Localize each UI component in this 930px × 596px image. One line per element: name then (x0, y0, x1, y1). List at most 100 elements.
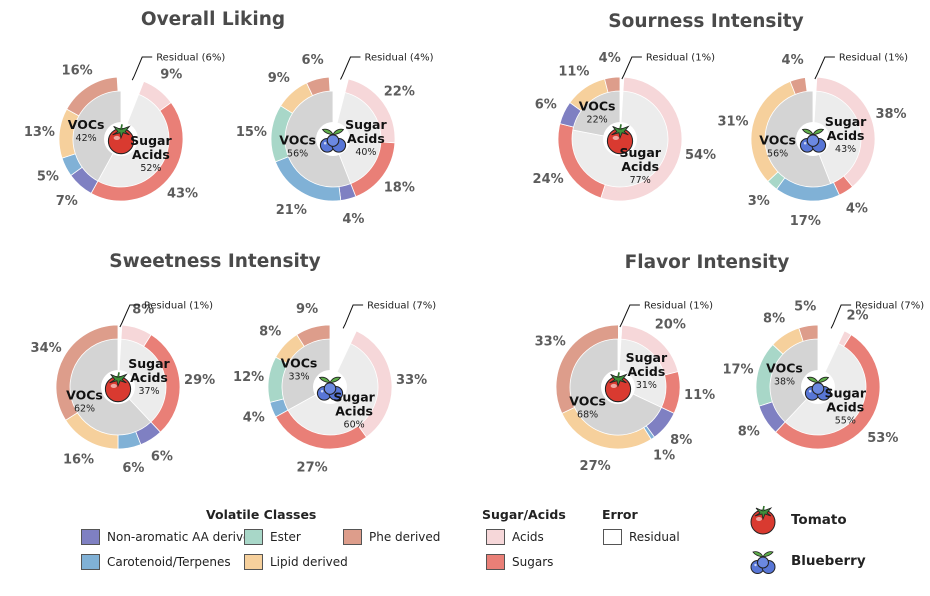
inner-label-sugar: Sugar (825, 386, 867, 401)
percent-label-sugars: 18% (384, 181, 415, 196)
residual-label: Residual (6%) (156, 53, 225, 64)
percent-label-acids: 22% (384, 84, 415, 99)
inner-pct-vocs: 62% (74, 403, 95, 414)
percent-label-ester: 3% (748, 194, 770, 209)
percent-label-lipid: 16% (63, 452, 94, 467)
residual-callout-line (131, 56, 153, 81)
inner-label-acids: Acids (827, 128, 865, 143)
inner-pct-vocs: 33% (288, 372, 309, 383)
title-sourness-intensity: Sourness Intensity (608, 11, 804, 32)
percent-label-nonaromatic: 4% (342, 212, 364, 227)
blueberry-icon (799, 128, 827, 153)
tomato-icon (107, 124, 135, 155)
inner-label-acids: Acids (621, 159, 659, 174)
inner-pct-sugar-acids: 37% (138, 386, 159, 397)
percent-label-phe: 34% (31, 341, 62, 356)
inner-label-sugar: Sugar (626, 350, 668, 365)
residual-gap (330, 324, 357, 387)
percent-label-phe: 9% (296, 302, 318, 317)
percent-label-carotenoid: 1% (653, 448, 675, 463)
residual-label: Residual (1%) (644, 301, 713, 312)
percent-label-sugars: 43% (167, 187, 198, 202)
title-sweetness-intensity: Sweetness Intensity (109, 251, 321, 272)
inner-label-sugar: Sugar (333, 390, 375, 405)
inner-pct-sugar-acids: 55% (835, 416, 856, 427)
inner-label-acids: Acids (628, 364, 666, 379)
inner-slice-vocs (769, 338, 819, 423)
percent-label-carotenoid: 5% (37, 170, 59, 185)
percent-label-carotenoid: 17% (790, 214, 821, 229)
percent-label-phe: 5% (794, 300, 816, 315)
inner-pct-vocs: 42% (76, 133, 97, 144)
percent-label-acids: 38% (875, 107, 906, 122)
inner-label-acids: Acids (130, 370, 168, 385)
percent-label-lipid: 13% (24, 125, 55, 140)
blueberry-icon (316, 376, 344, 401)
percent-label-lipid: 27% (580, 459, 611, 474)
percent-label-phe: 4% (599, 51, 621, 66)
percent-label-lipid: 9% (268, 71, 290, 86)
percent-label-nonaromatic: 7% (56, 194, 78, 209)
percent-label-acids: 33% (396, 373, 427, 388)
inner-slice-vocs (72, 90, 122, 182)
percent-label-acids: 2% (846, 309, 868, 324)
residual-label: Residual (7%) (367, 301, 436, 312)
residual-label: Residual (1%) (839, 53, 908, 64)
title-overall-liking: Overall Liking (140, 9, 286, 30)
percent-label-acids: 8% (132, 303, 154, 318)
percent-label-carotenoid: 6% (122, 461, 144, 476)
percent-label-nonaromatic: 6% (151, 450, 173, 465)
blueberry-icon (804, 376, 832, 401)
percent-label-carotenoid: 21% (276, 203, 307, 218)
percent-label-lipid: 8% (259, 324, 281, 339)
inner-slice-sugar-acids (812, 90, 862, 185)
title-flavor-intensity: Flavor Intensity (624, 252, 790, 273)
inner-label-vocs: VOCs (281, 356, 318, 371)
inner-pct-sugar-acids: 43% (835, 144, 856, 155)
tomato-icon (606, 124, 634, 155)
percent-label-carotenoid: 4% (243, 411, 265, 426)
inner-label-acids: Acids (335, 404, 373, 419)
percent-label-sugars: 24% (533, 172, 564, 187)
residual-label: Residual (7%) (855, 301, 924, 312)
inner-label-acids: Acids (826, 400, 864, 415)
percent-label-ester: 15% (236, 125, 267, 140)
tomato-icon (104, 372, 132, 403)
percent-label-phe: 4% (782, 53, 804, 68)
percent-label-sugars: 11% (684, 388, 715, 403)
residual-label: Residual (1%) (646, 53, 715, 64)
percent-label-sugars: 27% (297, 461, 328, 476)
residual-gap (818, 324, 845, 387)
inner-pct-sugar-acids: 31% (636, 380, 657, 391)
inner-label-vocs: VOCs (279, 133, 316, 148)
percent-label-phe: 16% (62, 63, 93, 78)
inner-label-vocs: VOCs (759, 133, 796, 148)
percent-label-lipid: 8% (763, 311, 785, 326)
inner-label-sugar: Sugar (345, 117, 387, 132)
inner-slice-sugar-acids (117, 338, 167, 423)
percent-label-lipid: 31% (717, 115, 748, 130)
inner-label-sugar: Sugar (130, 133, 172, 148)
inner-pct-vocs: 56% (767, 149, 788, 160)
percent-label-acids: 54% (685, 148, 716, 163)
inner-label-vocs: VOCs (766, 361, 803, 376)
inner-label-sugar: Sugar (128, 356, 170, 371)
tomato-icon (604, 372, 632, 403)
inner-pct-sugar-acids: 60% (344, 420, 365, 431)
percent-label-acids: 20% (655, 317, 686, 332)
percent-label-nonaromatic: 6% (535, 98, 557, 113)
residual-label: Residual (4%) (365, 53, 434, 64)
percent-label-phe: 33% (535, 334, 566, 349)
inner-label-vocs: VOCs (66, 387, 103, 402)
percent-label-nonaromatic: 8% (738, 424, 760, 439)
percent-label-lipid: 11% (558, 65, 589, 80)
inner-label-sugar: Sugar (619, 145, 661, 160)
percent-label-sugars: 53% (867, 431, 898, 446)
inner-label-vocs: VOCs (579, 98, 616, 113)
inner-label-acids: Acids (132, 147, 170, 162)
inner-label-vocs: VOCs (569, 393, 606, 408)
percent-label-ester: 12% (233, 370, 264, 385)
